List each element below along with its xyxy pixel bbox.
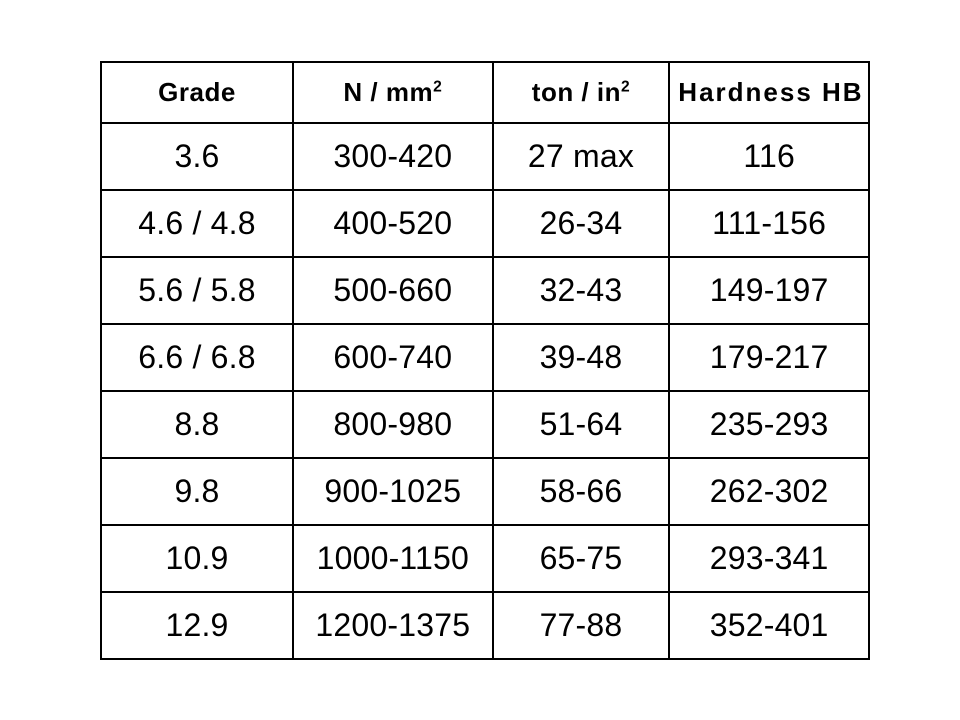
cell-grade: 5.6 / 5.8 — [101, 257, 293, 324]
cell-grade: 6.6 / 6.8 — [101, 324, 293, 391]
cell-hb: 149-197 — [669, 257, 869, 324]
cell-grade: 12.9 — [101, 592, 293, 659]
table-row: 9.8 900-1025 58-66 262-302 — [101, 458, 869, 525]
table-header-row: Grade N / mm2 ton / in2 Hardness HB — [101, 62, 869, 123]
cell-grade: 3.6 — [101, 123, 293, 190]
cell-hb: 179-217 — [669, 324, 869, 391]
col-header-tonin2: ton / in2 — [493, 62, 670, 123]
col-header-nmm2: N / mm2 — [293, 62, 493, 123]
cell-hb: 352-401 — [669, 592, 869, 659]
table-row: 10.9 1000-1150 65-75 293-341 — [101, 525, 869, 592]
cell-grade: 10.9 — [101, 525, 293, 592]
cell-grade: 9.8 — [101, 458, 293, 525]
cell-nmm2: 900-1025 — [293, 458, 493, 525]
table-row: 8.8 800-980 51-64 235-293 — [101, 391, 869, 458]
cell-grade: 8.8 — [101, 391, 293, 458]
col-header-nmm2-prefix: N / mm — [343, 77, 433, 107]
table-row: 4.6 / 4.8 400-520 26-34 111-156 — [101, 190, 869, 257]
table-body: 3.6 300-420 27 max 116 4.6 / 4.8 400-520… — [101, 123, 869, 659]
cell-hb: 235-293 — [669, 391, 869, 458]
cell-hb: 111-156 — [669, 190, 869, 257]
cell-tonin2: 32-43 — [493, 257, 670, 324]
cell-nmm2: 400-520 — [293, 190, 493, 257]
cell-nmm2: 300-420 — [293, 123, 493, 190]
page-container: Grade N / mm2 ton / in2 Hardness HB 3.6 … — [0, 0, 960, 720]
grade-hardness-table: Grade N / mm2 ton / in2 Hardness HB 3.6 … — [100, 61, 870, 660]
cell-tonin2: 51-64 — [493, 391, 670, 458]
cell-hb: 116 — [669, 123, 869, 190]
cell-nmm2: 600-740 — [293, 324, 493, 391]
cell-nmm2: 500-660 — [293, 257, 493, 324]
cell-tonin2: 77-88 — [493, 592, 670, 659]
cell-nmm2: 800-980 — [293, 391, 493, 458]
cell-tonin2: 65-75 — [493, 525, 670, 592]
cell-nmm2: 1000-1150 — [293, 525, 493, 592]
cell-tonin2: 58-66 — [493, 458, 670, 525]
cell-grade: 4.6 / 4.8 — [101, 190, 293, 257]
col-header-tonin2-prefix: ton / in — [532, 77, 621, 107]
cell-hb: 293-341 — [669, 525, 869, 592]
table-row: 3.6 300-420 27 max 116 — [101, 123, 869, 190]
cell-nmm2: 1200-1375 — [293, 592, 493, 659]
table-row: 6.6 / 6.8 600-740 39-48 179-217 — [101, 324, 869, 391]
col-header-nmm2-sup: 2 — [433, 78, 442, 95]
cell-tonin2: 39-48 — [493, 324, 670, 391]
col-header-grade: Grade — [101, 62, 293, 123]
cell-hb: 262-302 — [669, 458, 869, 525]
col-header-hardness: Hardness HB — [669, 62, 869, 123]
table-row: 12.9 1200-1375 77-88 352-401 — [101, 592, 869, 659]
table-row: 5.6 / 5.8 500-660 32-43 149-197 — [101, 257, 869, 324]
cell-tonin2: 27 max — [493, 123, 670, 190]
col-header-tonin2-sup: 2 — [621, 78, 630, 95]
cell-tonin2: 26-34 — [493, 190, 670, 257]
